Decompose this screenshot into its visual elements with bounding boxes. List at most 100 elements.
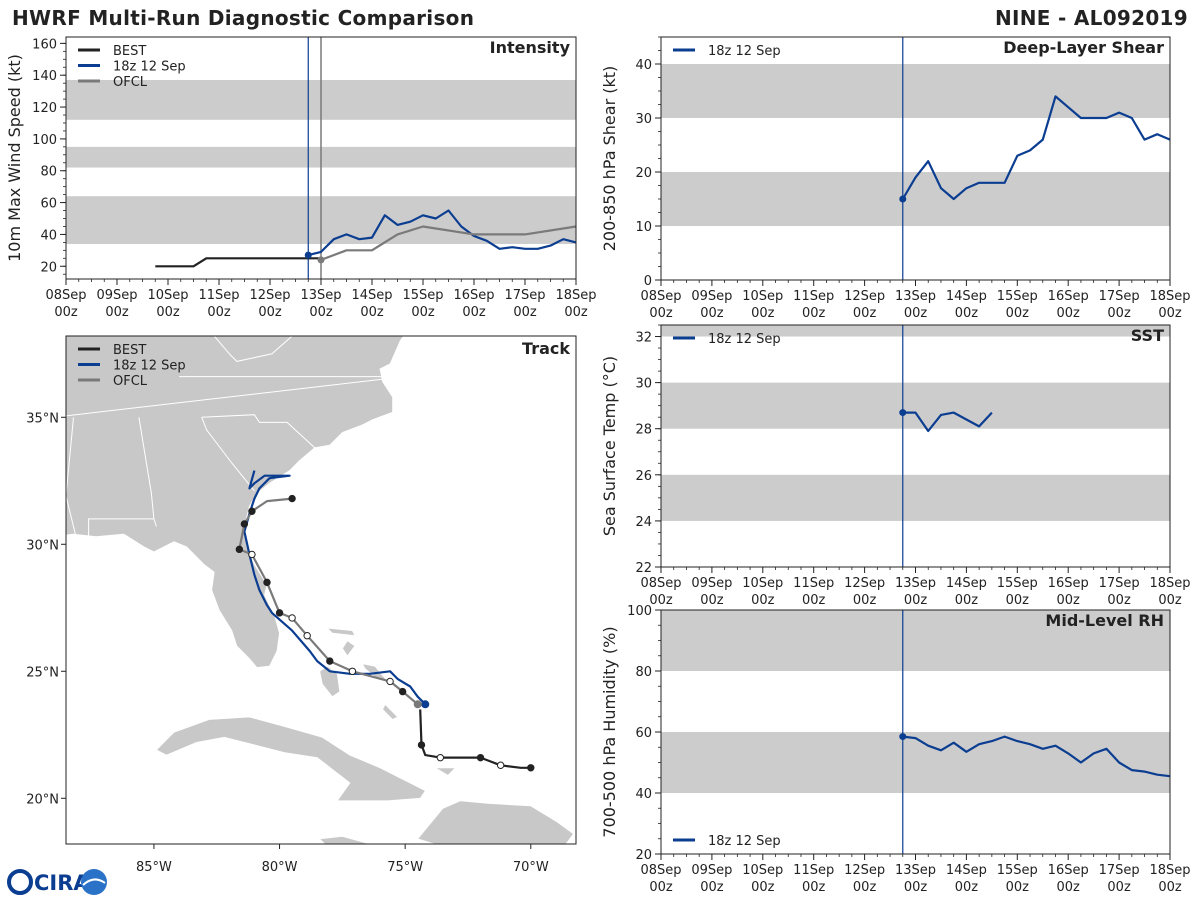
- rh-xtick-day: 15Sep: [997, 863, 1038, 878]
- rh-ytick-label: 40: [635, 787, 652, 802]
- rh-xtick-hour: 00z: [1006, 880, 1030, 895]
- track-point-best: [417, 741, 426, 749]
- intensity-xtick-day: 12Sep: [249, 288, 290, 303]
- sst-xtick-day: 11Sep: [793, 576, 834, 591]
- rh-start-marker-hwrf: [899, 733, 907, 741]
- shear-xtick-hour: 00z: [1107, 306, 1131, 321]
- map-grand-bahama: [326, 627, 356, 637]
- cira-logo-text: CIRA: [34, 871, 90, 895]
- sst-xtick-day: 12Sep: [844, 576, 885, 591]
- rh-xtick-day: 14Sep: [946, 863, 987, 878]
- shear-ylabel: 200-850 hPa Shear (kt): [600, 66, 619, 252]
- intensity-xtick-day: 11Sep: [198, 288, 239, 303]
- shear-chart: 0 10 20 30 40 08Sep 00z 09Sep 00z 10Sep 00z 11Sep 00…: [600, 36, 1191, 321]
- sst-xtick-day: 09Sep: [691, 576, 732, 591]
- track-start-ofcl: [413, 700, 422, 709]
- map-jamaica: [318, 835, 371, 844]
- sst-ytick-label: 22: [635, 561, 652, 576]
- rh-xtick-day: 17Sep: [1099, 863, 1140, 878]
- track-point-best: [496, 761, 505, 769]
- track-xtick-label: 85°W: [136, 860, 172, 875]
- sst-xtick-hour: 00z: [700, 593, 724, 608]
- track-ytick-label: 30°N: [26, 538, 59, 553]
- intensity-series-hwrf: [308, 209, 577, 257]
- rh-xtick-hour: 00z: [904, 880, 928, 895]
- rh-xtick-hour: 00z: [1158, 880, 1182, 895]
- legend-label-ofcl: OFCL: [113, 374, 148, 389]
- track-point-ofcl: [386, 677, 394, 686]
- rh-xtick-day: 11Sep: [793, 863, 834, 878]
- map-hispaniola: [417, 800, 575, 844]
- map-state-border: [213, 336, 293, 362]
- rh-xtick-hour: 00z: [802, 880, 826, 895]
- rh-chart: 20 40 60 80 100 08Sep 00z 09Sep 00z 10Sep 00z 11Sep…: [600, 604, 1191, 895]
- rh-xtick-hour: 00z: [1107, 880, 1131, 895]
- rh-xtick-day: 12Sep: [844, 863, 885, 878]
- intensity-frame: [65, 36, 577, 280]
- intensity-xtick-hour: 00z: [258, 305, 282, 320]
- sst-series-hwrf: [902, 411, 993, 433]
- sst-xtick-hour: 00z: [751, 593, 775, 608]
- track-point-ofcl: [235, 545, 244, 554]
- map-us-mainland: [66, 336, 405, 668]
- rh-xtick-hour: 00z: [853, 880, 877, 895]
- legend-label-hwrf: 18z 12 Sep: [708, 332, 781, 347]
- map-state-border: [66, 378, 383, 417]
- map-state-border: [138, 417, 155, 519]
- rh-xtick-day: 16Sep: [1048, 863, 1089, 878]
- map-state-border: [201, 414, 316, 449]
- sst-ytick-label: 28: [635, 423, 652, 438]
- intensity-xtick-day: 16Sep: [453, 288, 494, 303]
- cira-logo: CIRA: [7, 869, 107, 895]
- shear-band: [661, 64, 1170, 118]
- sst-band: [661, 382, 1170, 429]
- legend-label-ofcl: OFCL: [113, 75, 148, 90]
- rh-ytick-label: 80: [635, 665, 652, 680]
- track-ofcl: [235, 494, 422, 709]
- shear-xtick-day: 13Sep: [895, 289, 936, 304]
- track-ytick-label: 35°N: [26, 411, 59, 426]
- rh-title: Mid-Level RH: [1045, 611, 1164, 630]
- intensity-series-ofcl: [320, 225, 577, 261]
- storm-name: NINE - AL092019: [994, 6, 1188, 30]
- intensity-xtick-hour: 00z: [513, 305, 537, 320]
- sst-xtick-day: 17Sep: [1099, 576, 1140, 591]
- shear-ytick-label: 20: [635, 166, 652, 181]
- map-inagua: [433, 767, 457, 776]
- sst-xtick-day: 14Sep: [946, 576, 987, 591]
- rh-ytick-label: 20: [635, 848, 652, 863]
- intensity-ytick-label: 60: [40, 197, 57, 212]
- shear-xtick-day: 12Sep: [844, 289, 885, 304]
- intensity-xtick-hour: 00z: [54, 305, 78, 320]
- rh-xtick-day: 18Sep: [1149, 863, 1190, 878]
- intensity-xtick-day: 09Sep: [96, 288, 137, 303]
- sst-xtick-day: 16Sep: [1048, 576, 1089, 591]
- rh-ylabel: 700-500 hPa Humidity (%): [600, 626, 619, 837]
- legend-label-hwrf: 18z 12 Sep: [708, 44, 781, 59]
- track-ytick-label: 25°N: [26, 665, 59, 680]
- shear-start-marker-hwrf: [899, 195, 907, 203]
- map-abaco: [341, 640, 356, 657]
- sst-chart: 22 24 26 28 30 32 08Sep 00z 09Sep 00z 10Sep 00z 11Se…: [600, 324, 1191, 608]
- track-point-ofcl: [240, 520, 249, 528]
- sst-xtick-hour: 00z: [955, 593, 979, 608]
- intensity-xtick-hour: 00z: [462, 305, 486, 320]
- shear-xtick-hour: 00z: [1158, 306, 1182, 321]
- track-xtick-label: 80°W: [262, 860, 298, 875]
- sst-xtick-hour: 00z: [904, 593, 928, 608]
- intensity-ytick-label: 20: [40, 260, 57, 275]
- intensity-ylabel: 10m Max Wind Speed (kt): [5, 54, 24, 262]
- sst-ytick-label: 32: [635, 331, 652, 346]
- shear-xtick-hour: 00z: [904, 306, 928, 321]
- intensity-ytick-label: 80: [40, 165, 57, 180]
- sst-xtick-hour: 00z: [1006, 593, 1030, 608]
- shear-xtick-hour: 00z: [802, 306, 826, 321]
- intensity-chart: 20 40 60 80 100 120 140 160 08Sep 00z 09Sep 00z 10Se…: [5, 36, 597, 320]
- intensity-ytick-label: 140: [32, 69, 57, 84]
- intensity-xtick-day: 17Sep: [504, 288, 545, 303]
- rh-band: [661, 732, 1170, 793]
- intensity-xtick-hour: 00z: [105, 305, 129, 320]
- legend-label-best: BEST: [113, 44, 146, 59]
- track-xtick-label: 75°W: [387, 860, 423, 875]
